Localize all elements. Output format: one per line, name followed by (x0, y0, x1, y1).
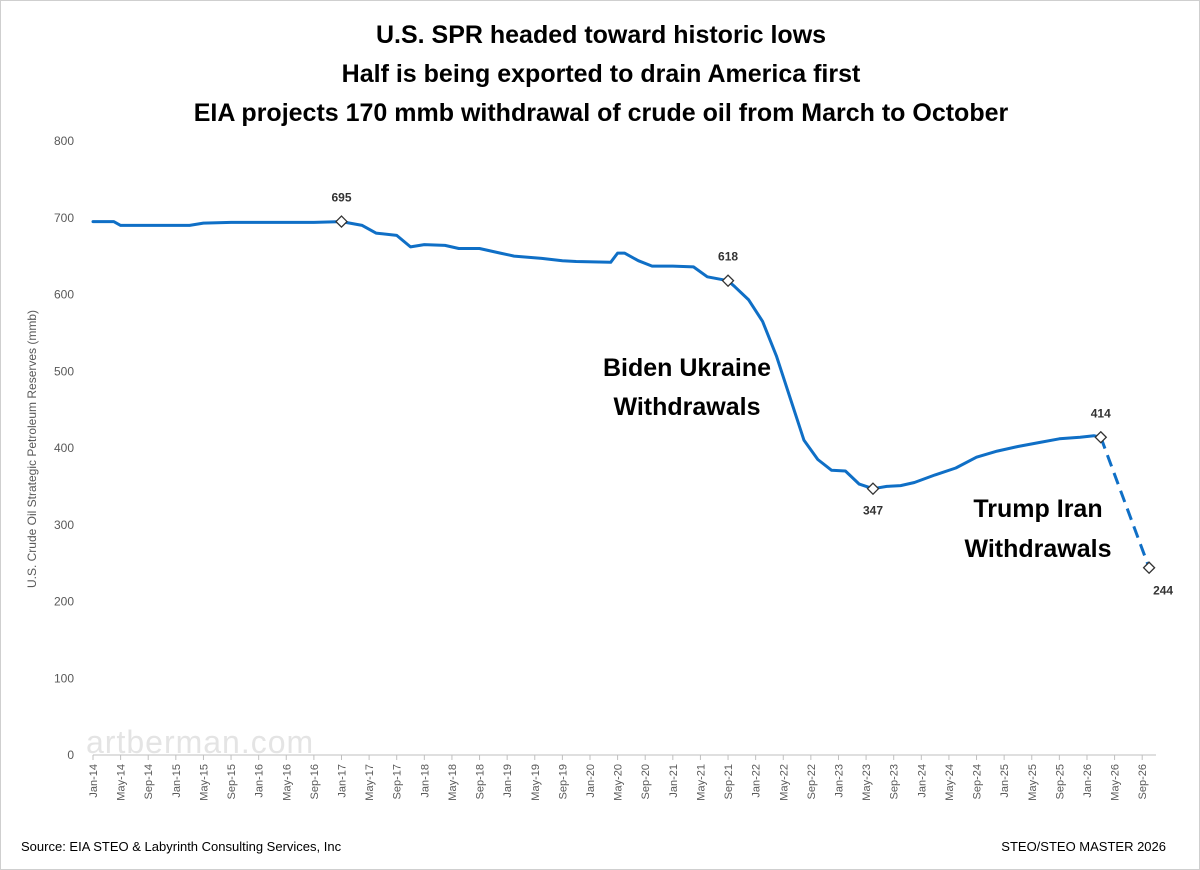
data-point-marker (1142, 561, 1156, 575)
x-tick-label: May-24 (944, 764, 956, 801)
annotation-trump-line-1: Trump Iran (973, 495, 1102, 523)
data-point-marker (335, 215, 348, 229)
x-axis: Jan-14 May-14 Sep-14 Jan-15 May-15 Sep-15 Jan-… (88, 754, 1156, 801)
x-tick-label: Sep-14 (143, 764, 155, 799)
x-tick-label: Sep-23 (889, 764, 901, 799)
footer-right-note: STEO/STEO MASTER 2026 (1001, 839, 1166, 854)
x-tick-label: Jan-14 (88, 764, 100, 798)
x-tick-label: Jan-15 (171, 764, 183, 798)
data-point-label: 695 (331, 191, 351, 205)
x-tick-label: Sep-26 (1137, 764, 1149, 799)
x-tick-label: May-16 (281, 764, 293, 801)
data-point-label: 618 (718, 250, 738, 264)
y-tick-label: 100 (54, 671, 74, 685)
x-tick-label: May-14 (116, 764, 128, 801)
x-tick-label: Sep-16 (309, 764, 321, 799)
y-tick-label: 500 (54, 364, 74, 378)
annotation-biden-line-2: Withdrawals (613, 393, 760, 421)
chart-title-line-1: U.S. SPR headed toward historic lows (376, 21, 826, 49)
watermark: artberman.com (86, 724, 314, 760)
x-tick-label: Jan-23 (833, 764, 845, 798)
x-tick-label: Jan-18 (419, 764, 431, 798)
x-tick-label: Sep-15 (226, 764, 238, 799)
projection-line (1099, 436, 1151, 569)
data-point-label: 414 (1091, 406, 1111, 420)
x-tick-label: Jan-24 (916, 764, 928, 798)
data-point-marker (866, 482, 880, 496)
x-tick-label: Sep-22 (806, 764, 818, 799)
y-tick-label: 600 (54, 288, 74, 302)
data-point-marker (721, 274, 735, 288)
x-tick-label: May-26 (1110, 764, 1122, 801)
x-tick-label: Jan-16 (254, 764, 266, 798)
x-tick-label: Jan-19 (502, 764, 514, 798)
y-axis-ticks: 0 100 200 300 400 500 600 700 800 (54, 134, 74, 762)
x-tick-label: May-23 (861, 764, 873, 801)
y-tick-label: 800 (54, 134, 74, 148)
x-tick-label: Jan-20 (585, 764, 597, 798)
x-tick-label: May-25 (1027, 764, 1039, 801)
annotation-trump-line-2: Withdrawals (964, 535, 1111, 563)
chart-title-line-3: EIA projects 170 mmb withdrawal of crude… (194, 99, 1009, 127)
data-points: 695 618 347 414 244 (331, 191, 1173, 598)
x-tick-label: Sep-24 (972, 764, 984, 799)
history-line (91, 220, 1103, 491)
data-point-label: 347 (863, 504, 883, 518)
x-tick-label: Sep-25 (1054, 764, 1066, 799)
data-point-label: 244 (1153, 584, 1173, 598)
x-tick-label: May-21 (695, 764, 707, 801)
x-tick-label: May-17 (364, 764, 376, 801)
y-tick-label: 400 (54, 441, 74, 455)
y-tick-label: 0 (67, 748, 74, 762)
annotation-biden-line-1: Biden Ukraine (603, 354, 771, 382)
x-tick-label: May-15 (198, 764, 210, 801)
x-tick-label: May-19 (530, 764, 542, 801)
y-tick-label: 700 (54, 211, 74, 225)
x-tick-label: Sep-21 (723, 764, 735, 799)
x-tick-label: May-20 (613, 764, 625, 801)
series-lines (91, 220, 1151, 569)
source-note: Source: EIA STEO & Labyrinth Consulting … (21, 839, 342, 854)
x-tick-label: Jan-22 (751, 764, 763, 798)
x-tick-label: Jan-21 (668, 764, 680, 798)
x-tick-label: Sep-19 (557, 764, 569, 799)
y-tick-label: 300 (54, 518, 74, 532)
y-tick-label: 200 (54, 595, 74, 609)
x-tick-label: May-22 (778, 764, 790, 801)
x-tick-label: Sep-18 (475, 764, 487, 799)
x-tick-label: Jan-25 (999, 764, 1011, 798)
x-tick-label: Jan-26 (1082, 764, 1094, 798)
x-tick-label: Sep-20 (640, 764, 652, 799)
y-axis-label: U.S. Crude Oil Strategic Petroleum Reser… (25, 310, 39, 588)
data-point-marker (1094, 430, 1108, 444)
chart-title-line-2: Half is being exported to drain America … (342, 60, 861, 88)
x-tick-label: Jan-17 (336, 764, 348, 798)
x-tick-label: May-18 (447, 764, 459, 801)
x-tick-label: Sep-17 (392, 764, 404, 799)
